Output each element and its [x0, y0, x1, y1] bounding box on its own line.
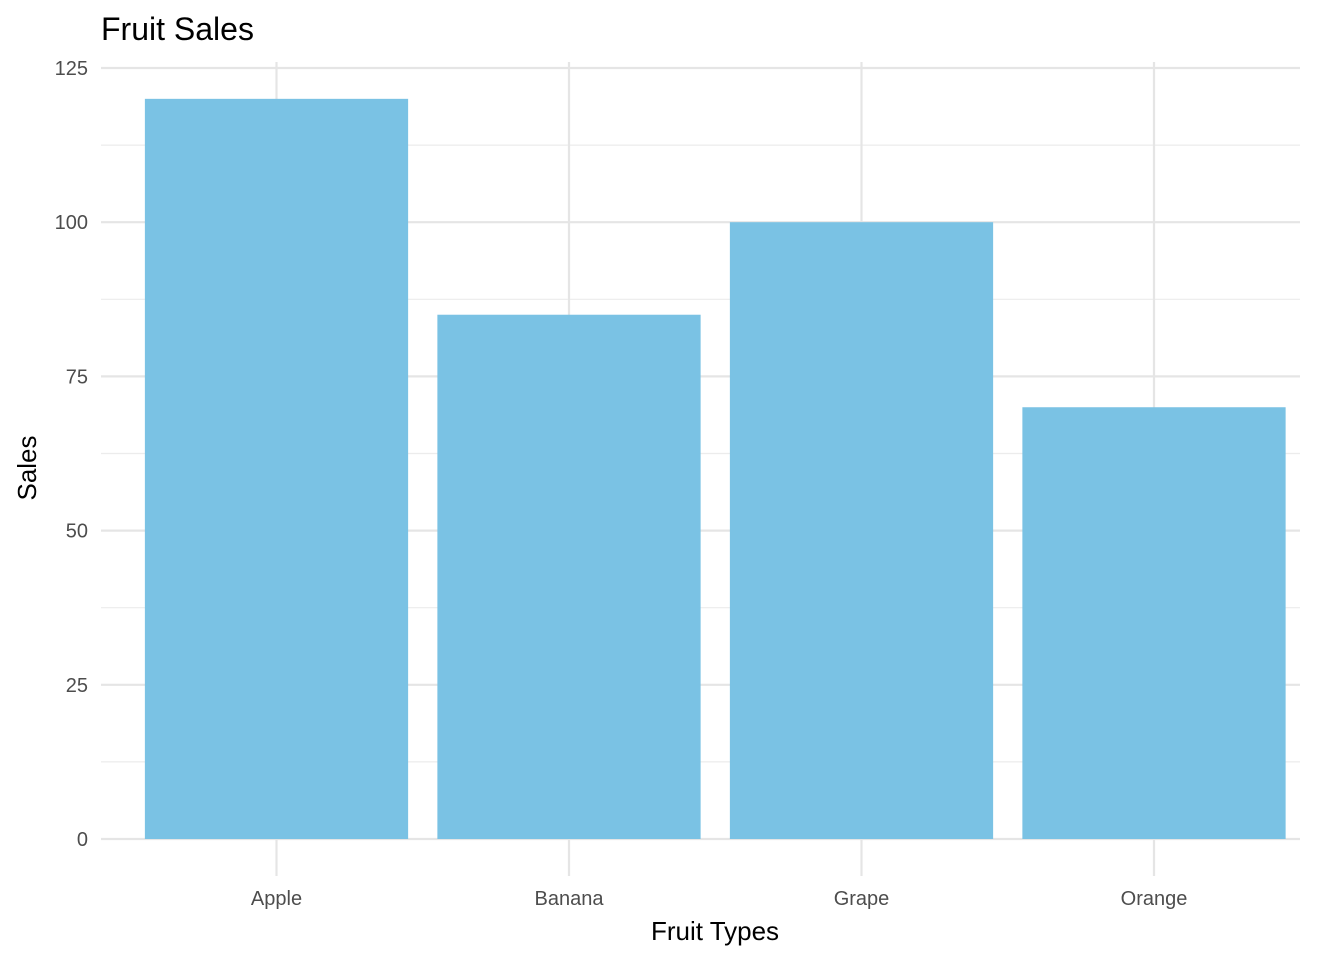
x-tick-label: Grape — [834, 888, 890, 910]
bar-grape — [729, 222, 994, 839]
y-tick-label: 25 — [66, 675, 88, 697]
chart-title: Fruit Sales — [101, 11, 254, 47]
x-tick-label: Banana — [535, 888, 605, 910]
y-tick-labels: 0 25 50 75 100 125 — [55, 58, 88, 851]
bar-banana — [437, 314, 701, 840]
bar-apple — [144, 98, 409, 840]
y-tick-label: 100 — [55, 212, 88, 234]
x-tick-labels: Apple Banana Grape Orange — [251, 888, 1187, 910]
x-tick-label: Orange — [1121, 888, 1188, 910]
bar-orange — [1022, 407, 1286, 839]
x-axis-title: Fruit Types — [651, 916, 779, 946]
y-tick-label: 75 — [66, 366, 88, 388]
bars — [144, 98, 1286, 840]
y-axis-title: Sales — [12, 435, 42, 500]
y-tick-label: 125 — [55, 58, 88, 80]
x-tick-label: Apple — [251, 888, 302, 910]
y-tick-label: 50 — [66, 521, 88, 543]
y-tick-label: 0 — [77, 829, 88, 851]
